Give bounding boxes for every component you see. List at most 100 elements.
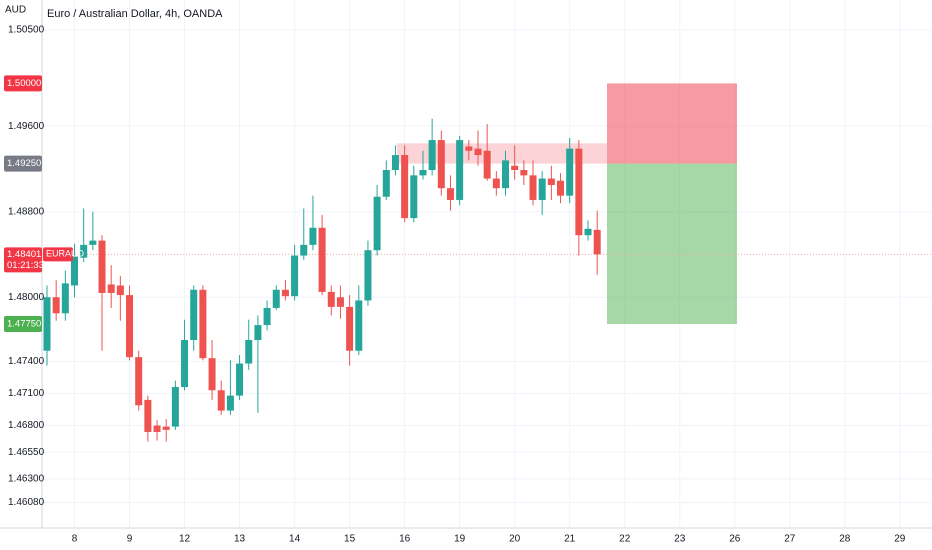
candle-body bbox=[52, 297, 60, 314]
candle-body bbox=[61, 283, 69, 314]
candle-body bbox=[144, 399, 152, 432]
x-tick-label: 13 bbox=[234, 534, 246, 545]
candle-body bbox=[355, 300, 363, 351]
candle-body bbox=[373, 196, 381, 251]
candle-body bbox=[584, 228, 592, 236]
take-profit-tag: 1.47750 bbox=[7, 318, 41, 329]
candle-body bbox=[181, 340, 189, 388]
x-tick-label: 12 bbox=[179, 534, 191, 545]
take-profit-tag-bg bbox=[4, 315, 42, 332]
x-tick-label: 22 bbox=[619, 534, 631, 545]
candle-body bbox=[557, 180, 565, 196]
y-tick-label: 1.49600 bbox=[8, 121, 45, 132]
candle-body bbox=[538, 178, 546, 200]
candle-body bbox=[135, 357, 143, 406]
candle-body bbox=[502, 160, 509, 189]
candle-body bbox=[529, 175, 537, 200]
candle-body bbox=[456, 140, 464, 200]
candle-body bbox=[382, 170, 390, 197]
resistance-zone bbox=[397, 143, 607, 164]
candle-body bbox=[43, 297, 51, 351]
candle-body bbox=[410, 175, 418, 219]
y-tick-label: 1.47100 bbox=[8, 388, 45, 399]
drawings bbox=[42, 83, 932, 324]
candle-body bbox=[391, 155, 399, 171]
stop-loss-area bbox=[607, 83, 737, 164]
candle-body bbox=[465, 146, 473, 151]
candle-body bbox=[566, 148, 574, 196]
y-tick-label: 1.48800 bbox=[8, 206, 45, 217]
candle-body bbox=[162, 426, 170, 430]
candle-body bbox=[116, 285, 124, 296]
stop-loss-tag: 1.50000 bbox=[7, 78, 41, 89]
entry-tag-bg bbox=[4, 155, 42, 172]
countdown: 01:21:33 bbox=[7, 260, 44, 271]
candle-body bbox=[254, 325, 262, 341]
chart-title: Euro / Australian Dollar, 4h, OANDA bbox=[47, 8, 223, 20]
candle-body bbox=[236, 363, 244, 396]
x-tick-label: 16 bbox=[399, 534, 411, 545]
candle-body bbox=[309, 227, 317, 245]
candle-body bbox=[474, 148, 482, 156]
take-profit-area bbox=[607, 163, 737, 324]
candle-body bbox=[428, 140, 436, 171]
candle-body bbox=[89, 240, 97, 245]
candles bbox=[43, 118, 601, 442]
axis-unit: AUD bbox=[5, 5, 26, 16]
candle-body bbox=[520, 170, 528, 176]
candle-body bbox=[492, 178, 500, 189]
candle-body bbox=[318, 227, 326, 292]
last-price-tag: 1.48401 bbox=[7, 249, 41, 260]
candle-body bbox=[263, 307, 271, 326]
candle-body bbox=[281, 289, 289, 297]
candle-body bbox=[446, 188, 454, 200]
y-tick-label: 1.46550 bbox=[8, 447, 45, 458]
candle-body bbox=[272, 289, 280, 308]
y-tick-label: 1.48000 bbox=[8, 292, 45, 303]
last-price-tag-bg bbox=[4, 247, 42, 273]
x-tick-label: 28 bbox=[839, 534, 851, 545]
candle-body bbox=[245, 340, 253, 364]
x-tick-label: 21 bbox=[564, 534, 576, 545]
symbol-tag-bg bbox=[43, 247, 73, 262]
candle-body bbox=[190, 289, 198, 341]
x-tick-label: 9 bbox=[127, 534, 133, 545]
x-tick-label: 19 bbox=[454, 534, 466, 545]
x-tick-label: 20 bbox=[509, 534, 521, 545]
symbol-tag: EURAUD bbox=[46, 249, 85, 259]
entry-tag: 1.49250 bbox=[7, 158, 41, 169]
y-tick-label: 1.47400 bbox=[8, 356, 45, 367]
candle-body bbox=[217, 390, 225, 411]
x-tick-label: 27 bbox=[784, 534, 796, 545]
candle-body bbox=[547, 178, 555, 185]
candle-body bbox=[575, 148, 583, 236]
candle-body bbox=[126, 295, 134, 358]
candle-body bbox=[226, 395, 234, 411]
x-tick-label: 8 bbox=[72, 534, 78, 545]
candle-body bbox=[71, 256, 79, 286]
candle-body bbox=[300, 244, 308, 256]
candle-body bbox=[208, 358, 216, 391]
x-tick-label: 15 bbox=[344, 534, 356, 545]
x-tick-label: 14 bbox=[289, 534, 301, 545]
candle-body bbox=[483, 150, 491, 179]
candle-body bbox=[511, 165, 519, 171]
candle-body bbox=[327, 291, 335, 307]
candle-body bbox=[346, 306, 354, 351]
y-tick-label: 1.50500 bbox=[8, 25, 45, 36]
stop-loss-tag-bg bbox=[4, 75, 42, 92]
candle-body bbox=[153, 425, 161, 432]
x-tick-label: 26 bbox=[729, 534, 741, 545]
y-tick-label: 1.46800 bbox=[8, 420, 45, 431]
candle-body bbox=[364, 250, 372, 301]
grid bbox=[42, 0, 932, 528]
candle-body bbox=[593, 229, 601, 255]
candle-body bbox=[291, 255, 299, 297]
x-tick-label: 29 bbox=[894, 534, 906, 545]
candle-body bbox=[80, 244, 88, 258]
candle-body bbox=[437, 140, 445, 189]
x-tick-label: 23 bbox=[674, 534, 686, 545]
candle-body bbox=[336, 297, 344, 307]
